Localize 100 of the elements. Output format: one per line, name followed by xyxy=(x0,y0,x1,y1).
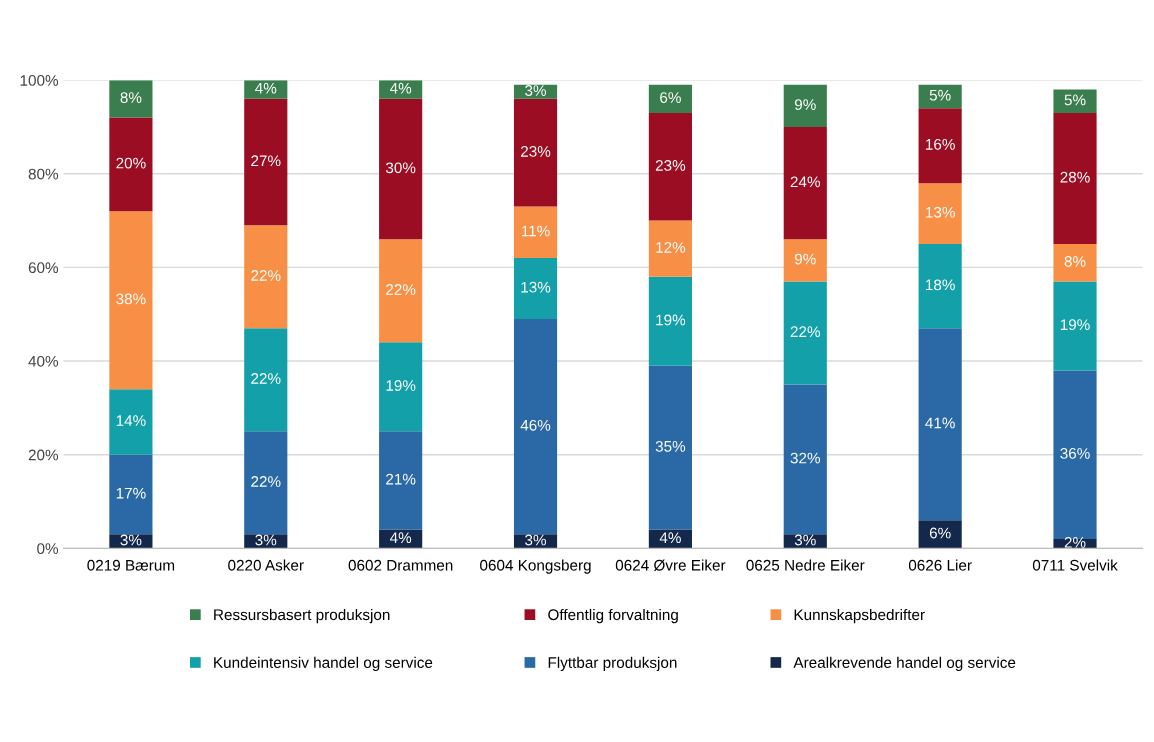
bar xyxy=(1053,281,1097,371)
x-tick-label: 0626 Lier xyxy=(908,559,972,571)
data-label: 46% xyxy=(520,419,551,431)
bar xyxy=(918,520,962,549)
data-label: 3% xyxy=(525,85,547,96)
data-label: 9% xyxy=(794,99,816,110)
data-label: 35% xyxy=(655,440,686,452)
x-tick-label: 0625 Nedre Eiker xyxy=(746,559,865,571)
bar xyxy=(783,239,827,282)
data-label: 19% xyxy=(1060,319,1090,331)
bar xyxy=(648,365,692,530)
bar xyxy=(379,342,423,432)
data-label: 3% xyxy=(525,534,547,546)
bar xyxy=(109,389,153,455)
bar xyxy=(648,112,692,221)
data-label: 21% xyxy=(386,473,416,485)
bar xyxy=(783,126,827,240)
bar xyxy=(244,98,288,226)
bar xyxy=(648,220,692,277)
data-label: 41% xyxy=(925,417,955,429)
data-label: 22% xyxy=(386,284,416,295)
data-label: 16% xyxy=(926,138,955,150)
y-tick-label: 100% xyxy=(20,75,59,86)
data-label: 5% xyxy=(1064,94,1086,106)
data-label: 3% xyxy=(794,534,816,546)
data-label: 4% xyxy=(255,82,277,94)
data-label: 22% xyxy=(790,326,821,338)
legend-label: Flyttbar produksjon xyxy=(548,656,677,671)
data-label: 9% xyxy=(794,253,816,265)
bar xyxy=(918,183,962,245)
data-label: 38% xyxy=(116,293,146,305)
data-label: 28% xyxy=(1060,171,1090,183)
data-label: 8% xyxy=(120,92,142,103)
bar xyxy=(648,276,692,366)
legend-label: Kunnskapsbedrifter xyxy=(794,608,925,624)
bar xyxy=(244,431,288,535)
data-label: 19% xyxy=(386,380,416,391)
x-tick-label: 0624 Øvre Eiker xyxy=(615,559,726,571)
y-tick-label: 0% xyxy=(37,543,59,555)
data-label: 30% xyxy=(385,162,416,174)
data-label: 2% xyxy=(1064,536,1086,548)
data-label: 22% xyxy=(251,476,281,487)
data-label: 32% xyxy=(790,452,821,464)
x-tick-label: 0711 Svelvik xyxy=(1032,559,1118,571)
bar xyxy=(109,211,153,390)
bar xyxy=(918,244,962,329)
data-label: 6% xyxy=(660,92,681,103)
data-label: 18% xyxy=(926,279,955,291)
bar xyxy=(783,84,827,127)
bar xyxy=(1053,89,1097,113)
y-tick-label: 40% xyxy=(28,355,59,367)
y-tick-label: 80% xyxy=(28,168,59,180)
data-label: 36% xyxy=(1060,447,1090,459)
data-label: 23% xyxy=(521,145,551,157)
bar xyxy=(513,206,558,259)
bar xyxy=(783,281,827,385)
bar xyxy=(513,98,558,207)
data-label: 13% xyxy=(521,281,551,293)
legend-label: Ressursbasert produksjon xyxy=(214,608,390,624)
bar xyxy=(379,239,423,343)
bar xyxy=(918,108,962,184)
data-label: 20% xyxy=(116,157,146,169)
data-label: 4% xyxy=(389,532,412,544)
data-label: 4% xyxy=(389,82,412,94)
data-label: 23% xyxy=(655,160,686,171)
bar xyxy=(783,384,827,535)
data-label: 11% xyxy=(521,225,550,237)
data-label: 27% xyxy=(251,155,281,167)
data-label: 17% xyxy=(116,487,146,499)
data-label: 3% xyxy=(120,534,142,546)
x-tick-label: 0219 Bærum xyxy=(87,559,175,571)
bar xyxy=(918,328,962,521)
data-label: 8% xyxy=(1064,256,1086,267)
y-tick-label: 60% xyxy=(28,262,59,274)
legend-label: Arealkrevende handel og service xyxy=(793,656,1016,671)
bar xyxy=(244,225,288,329)
data-label: 3% xyxy=(255,534,277,546)
bar xyxy=(109,454,153,535)
legend-label: Offentlig forvaltning xyxy=(548,608,678,624)
bar xyxy=(109,117,153,212)
data-label: 4% xyxy=(659,532,681,544)
bar xyxy=(244,328,288,432)
bar xyxy=(1053,370,1097,539)
bar xyxy=(1053,244,1097,282)
x-tick-label: 0602 Drammen xyxy=(348,559,453,571)
data-label: 13% xyxy=(926,206,955,218)
legend-label: Kundeintensiv handel og service xyxy=(214,656,433,671)
data-label: 12% xyxy=(656,241,686,253)
bar xyxy=(513,258,558,319)
data-label: 22% xyxy=(251,270,281,281)
bar xyxy=(648,84,692,113)
data-label: 5% xyxy=(929,89,951,101)
data-label: 19% xyxy=(656,314,686,326)
y-tick-label: 20% xyxy=(28,449,59,461)
data-label: 22% xyxy=(251,373,281,384)
data-label: 6% xyxy=(929,527,951,539)
bar xyxy=(1053,112,1097,245)
data-label: 24% xyxy=(790,176,821,188)
x-tick-label: 0604 Kongsberg xyxy=(480,559,591,574)
data-label: 14% xyxy=(116,415,146,426)
